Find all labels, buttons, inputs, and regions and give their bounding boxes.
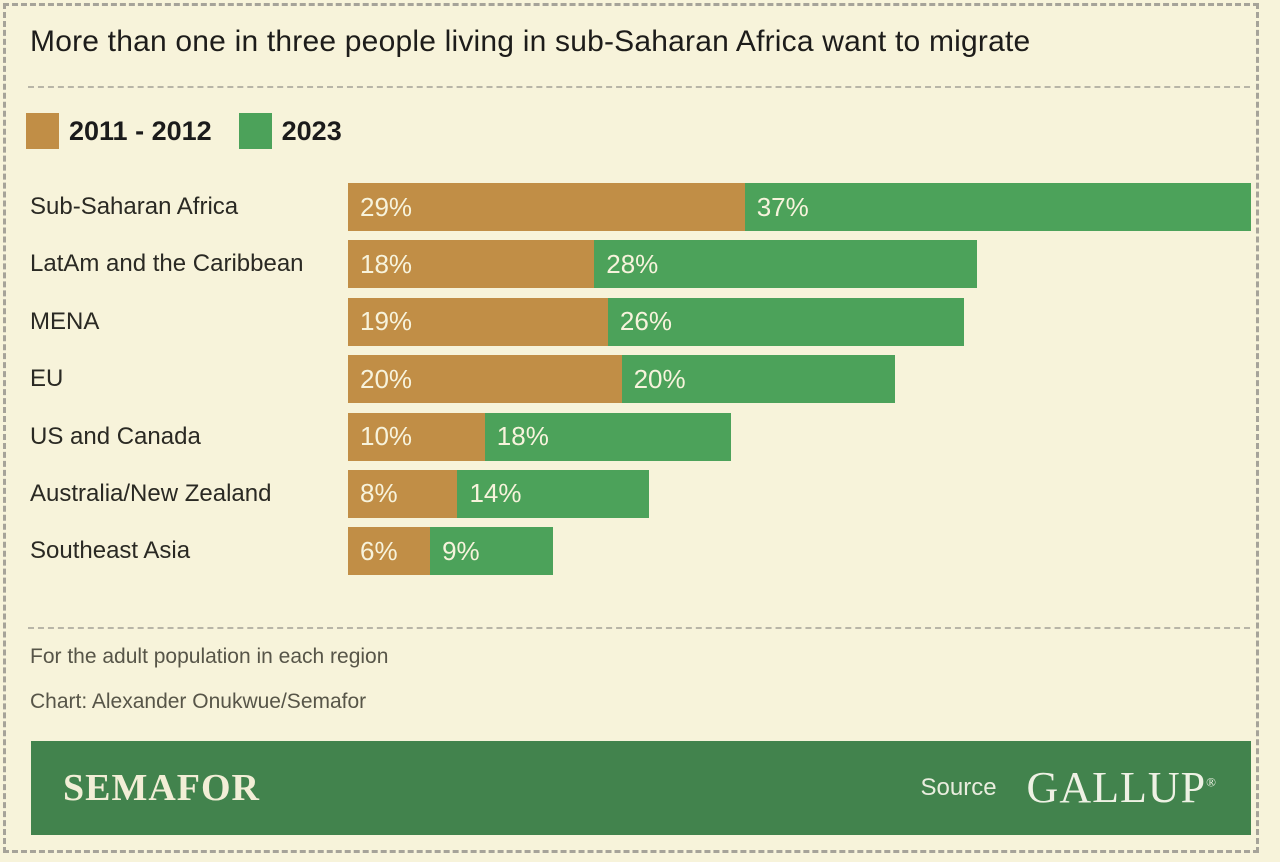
registered-trademark-icon: ® — [1206, 774, 1217, 790]
bar-segment-2011-2012: 8% — [348, 469, 458, 518]
footnote-divider — [28, 627, 1250, 629]
category-label: Southeast Asia — [30, 537, 191, 565]
footnotes: For the adult population in each region … — [30, 645, 388, 735]
bar-value-label: 14% — [469, 478, 522, 509]
bar-segment-2023: 26% — [607, 297, 964, 346]
category-label: MENA — [30, 307, 100, 335]
bar-segment-2023: 37% — [744, 183, 1251, 231]
bar-group: 20% 20% — [348, 355, 896, 404]
bar-value-label: 19% — [360, 306, 413, 337]
bar-segment-2023: 20% — [621, 355, 896, 404]
bar-segment-2023: 9% — [430, 527, 554, 576]
bar-group: 19% 26% — [348, 297, 964, 346]
chart-row: Southeast Asia 6% 9% — [30, 527, 1250, 576]
bar-value-label: 26% — [619, 306, 672, 337]
bar-value-label: 6% — [360, 535, 398, 566]
bar-segment-2011-2012: 18% — [348, 240, 595, 289]
bar-value-label: 8% — [360, 478, 398, 509]
bar-value-label: 10% — [360, 421, 413, 452]
chart-row: LatAm and the Caribbean 18% 28% — [30, 240, 1250, 289]
chart-row: Sub-Saharan Africa 29% 37% — [30, 183, 1251, 231]
source-group: Source GALLUP® — [921, 766, 1218, 810]
bar-value-label: 9% — [442, 535, 480, 566]
bar-value-label: 37% — [756, 191, 809, 222]
bar-segment-2011-2012: 6% — [348, 527, 431, 576]
bar-segment-2011-2012: 29% — [348, 183, 745, 231]
bar-value-label: 20% — [360, 363, 413, 394]
title-divider — [28, 86, 1250, 88]
chart-rows: Sub-Saharan Africa 29% 37% LatAm and the Ca… — [30, 183, 1251, 576]
gallup-logo: GALLUP® — [1026, 763, 1217, 812]
legend-label: 2023 — [281, 115, 342, 146]
footer-bar: SEMAFOR Source GALLUP® — [31, 741, 1251, 835]
source-label: Source — [920, 774, 997, 801]
bar-segment-2023: 18% — [484, 412, 732, 461]
semafor-logo: SEMAFOR — [63, 767, 260, 809]
legend-item-2023: 2023 — [238, 113, 342, 149]
bar-value-label: 29% — [360, 191, 413, 222]
dashed-border-frame — [3, 3, 1259, 853]
legend-swatch-2023-icon — [238, 113, 272, 149]
bar-group: 18% 28% — [348, 240, 978, 289]
bar-segment-2011-2012: 20% — [348, 355, 622, 404]
chart-row: Australia/New Zealand 8% 14% — [30, 469, 1250, 518]
bar-group: 29% 37% — [348, 183, 1251, 231]
legend-swatch-2011-2012-icon — [26, 113, 59, 149]
chart-title: More than one in three people living in … — [30, 25, 1031, 58]
bar-group: 8% 14% — [348, 469, 649, 518]
category-label: LatAm and the Caribbean — [30, 250, 304, 278]
bar-segment-2011-2012: 19% — [348, 297, 608, 346]
legend-label: 2011 - 2012 — [69, 115, 212, 146]
bar-value-label: 18% — [496, 421, 549, 452]
bar-value-label: 20% — [633, 363, 686, 394]
bar-segment-2023: 14% — [457, 469, 649, 518]
bar-segment-2011-2012: 10% — [348, 412, 485, 461]
bar-segment-2023: 28% — [594, 240, 978, 289]
category-label: Australia/New Zealand — [30, 479, 272, 507]
chart-row: US and Canada 10% 18% — [30, 412, 1250, 461]
chart-row: EU 20% 20% — [30, 355, 1250, 404]
bar-value-label: 28% — [606, 248, 659, 279]
chart-row: MENA 19% 26% — [30, 297, 1250, 346]
footnote-population: For the adult population in each region — [30, 645, 389, 668]
category-label: Sub-Saharan Africa — [30, 193, 239, 220]
footnote-credit: Chart: Alexander Onukwue/Semafor — [30, 690, 367, 713]
bar-value-label: 18% — [360, 248, 413, 279]
bar-group: 6% 9% — [348, 527, 554, 576]
legend-item-2011-2012: 2011 - 2012 — [26, 113, 212, 149]
category-label: US and Canada — [30, 422, 201, 450]
legend: 2011 - 2012 2023 — [26, 113, 369, 149]
bar-group: 10% 18% — [348, 412, 732, 461]
category-label: EU — [30, 365, 64, 393]
